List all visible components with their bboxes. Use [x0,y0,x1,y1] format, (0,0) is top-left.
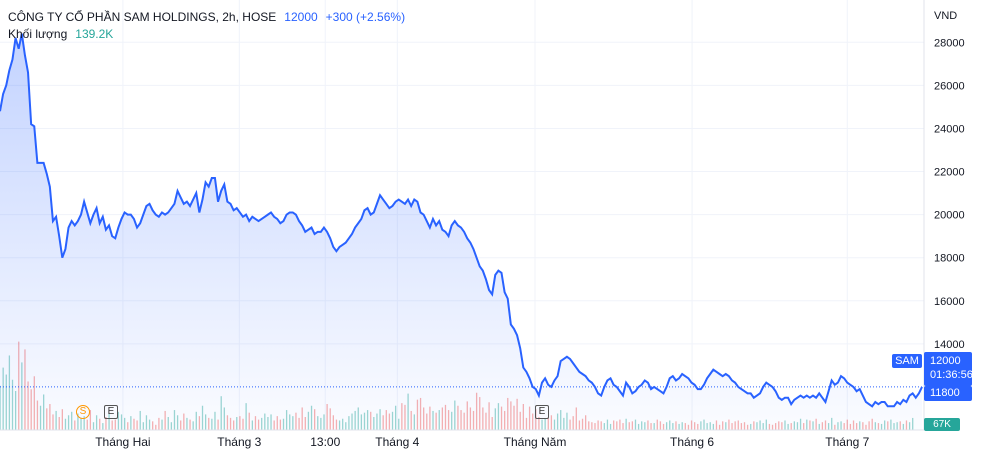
symbol-badge: SAM [892,354,922,368]
last-price-badge: 12000 01:36:56 [924,352,973,386]
currency-unit: VND [934,10,958,22]
y-tick-label: 16000 [934,296,965,308]
x-tick-label: Tháng 3 [217,435,261,449]
x-tick-label: Tháng 7 [825,435,869,449]
legend-price: 12000 [284,10,318,24]
last-price-value: 12000 [930,355,961,367]
y-tick-label: 26000 [934,80,965,92]
y-tick-label: 18000 [934,253,965,265]
symbol-title: CÔNG TY CỔ PHẦN SAM HOLDINGS, 2h, HOSE [8,10,277,24]
y-tick-label: 20000 [934,210,965,222]
volume-label: Khối lượng [8,27,68,41]
low-price-badge: 11800 [924,386,972,401]
x-tick-label: Tháng Hai [95,435,150,449]
last-volume-badge: 67K [924,418,960,431]
y-tick-label: 14000 [934,339,965,351]
split-event-icon[interactable]: S [76,405,90,419]
volume-value: 139.2K [75,27,114,41]
price-line [0,33,923,408]
x-tick-label: Tháng Năm [504,435,567,449]
earnings-event-icon[interactable]: E [535,405,549,419]
bar-countdown: 01:36:56 [930,369,973,381]
price-area [0,33,922,430]
x-tick-label: Tháng 6 [670,435,714,449]
chart-legend: CÔNG TY CỔ PHẦN SAM HOLDINGS, 2h, HOSE 1… [8,9,405,43]
earnings-event-icon[interactable]: E [104,405,118,419]
x-tick-label: 13:00 [310,435,340,449]
y-tick-label: 24000 [934,123,965,135]
y-tick-label: 28000 [934,37,965,49]
x-tick-label: Tháng 4 [375,435,419,449]
time-axis: Tháng Hai Tháng 3 13:00 Tháng 4 Tháng Năm Thá… [95,435,869,449]
price-axis: 14000 16000 18000 20000 22000 24000 26000 28000 [934,37,965,351]
y-tick-label: 22000 [934,167,965,179]
legend-change: +300 (+2.56%) [325,10,406,24]
